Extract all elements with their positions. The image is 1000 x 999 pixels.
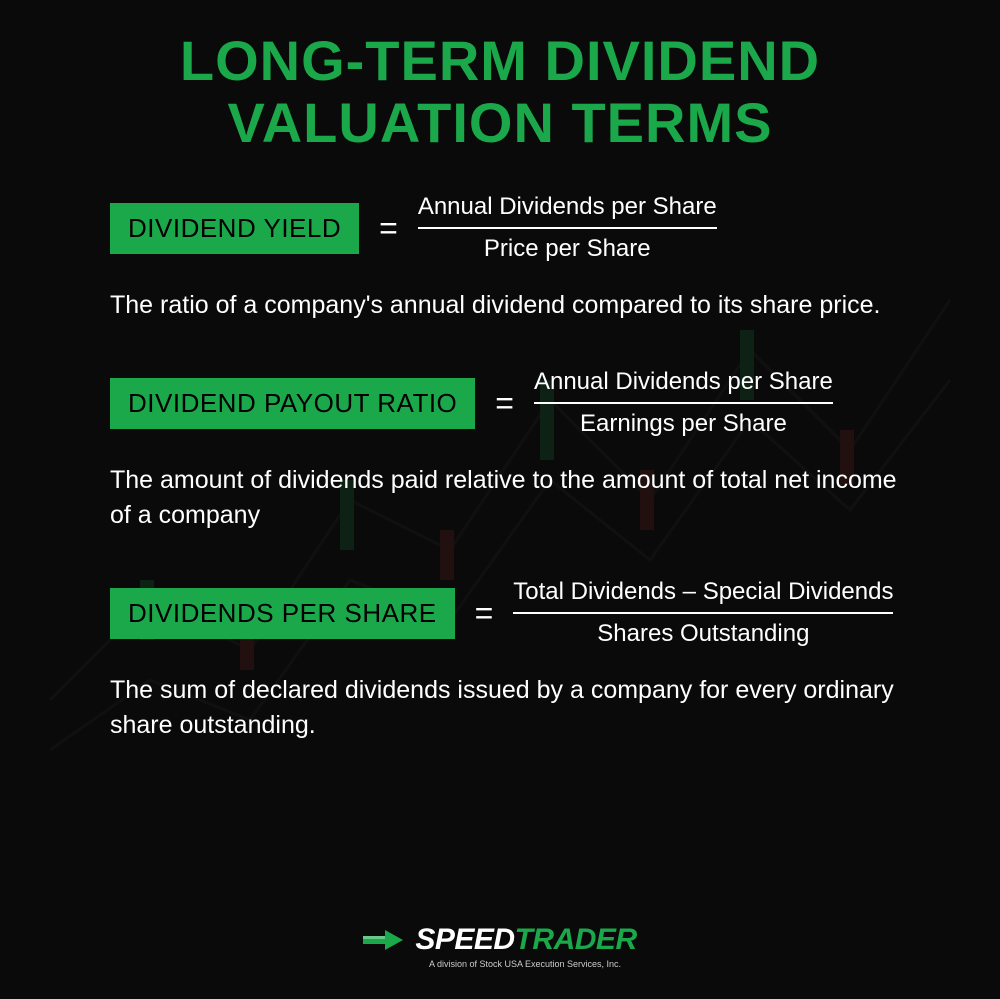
fraction: Annual Dividends per Share Price per Sha… bbox=[418, 193, 717, 263]
term-dividend-yield: DIVIDEND YIELD = Annual Dividends per Sh… bbox=[70, 193, 930, 323]
formula-row: DIVIDEND YIELD = Annual Dividends per Sh… bbox=[110, 193, 930, 263]
page-title: LONG-TERM DIVIDEND VALUATION TERMS bbox=[70, 30, 930, 153]
equals-sign: = bbox=[495, 385, 514, 422]
equals-sign: = bbox=[475, 595, 494, 632]
fraction: Annual Dividends per Share Earnings per … bbox=[534, 368, 833, 438]
fraction: Total Dividends – Special Dividends Shar… bbox=[513, 578, 893, 648]
formula-row: DIVIDENDS PER SHARE = Total Dividends – … bbox=[110, 578, 930, 648]
fraction-divider bbox=[534, 402, 833, 404]
denominator: Shares Outstanding bbox=[597, 616, 809, 648]
term-label: DIVIDEND YIELD bbox=[110, 203, 359, 254]
logo-tagline: A division of Stock USA Execution Servic… bbox=[429, 959, 621, 969]
logo: SPEEDTRADER A division of Stock USA Exec… bbox=[70, 923, 930, 979]
term-dividend-payout-ratio: DIVIDEND PAYOUT RATIO = Annual Dividends… bbox=[70, 368, 930, 533]
term-label: DIVIDENDS PER SHARE bbox=[110, 588, 455, 639]
equals-sign: = bbox=[379, 210, 398, 247]
fraction-divider bbox=[513, 612, 893, 614]
formula-row: DIVIDEND PAYOUT RATIO = Annual Dividends… bbox=[110, 368, 930, 438]
denominator: Earnings per Share bbox=[580, 406, 787, 438]
denominator: Price per Share bbox=[484, 231, 651, 263]
term-label: DIVIDEND PAYOUT RATIO bbox=[110, 378, 475, 429]
term-description: The amount of dividends paid relative to… bbox=[110, 463, 910, 533]
logo-part2: TRADER bbox=[515, 923, 637, 956]
fraction-divider bbox=[418, 227, 717, 229]
logo-text: SPEEDTRADER bbox=[415, 923, 636, 957]
arrow-right-icon bbox=[363, 928, 407, 952]
numerator: Annual Dividends per Share bbox=[534, 368, 833, 400]
term-description: The ratio of a company's annual dividend… bbox=[110, 288, 910, 323]
numerator: Total Dividends – Special Dividends bbox=[513, 578, 893, 610]
term-dividends-per-share: DIVIDENDS PER SHARE = Total Dividends – … bbox=[70, 578, 930, 743]
numerator: Annual Dividends per Share bbox=[418, 193, 717, 225]
logo-part1: SPEED bbox=[415, 923, 514, 956]
term-description: The sum of declared dividends issued by … bbox=[110, 673, 910, 743]
